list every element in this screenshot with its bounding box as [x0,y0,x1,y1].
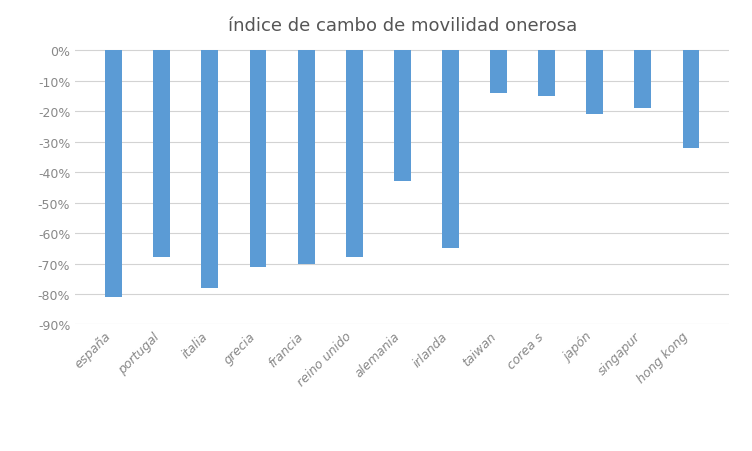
Bar [587,51,603,115]
Bar [298,51,314,264]
Bar [153,51,170,258]
Bar [635,51,651,109]
Bar [538,51,555,97]
Title: índice de cambo de movilidad onerosa: índice de cambo de movilidad onerosa [228,17,577,35]
Bar [202,51,218,288]
Bar [394,51,411,182]
Bar [683,51,699,148]
Bar [105,51,122,297]
Bar [442,51,459,249]
Bar [250,51,266,267]
Bar [346,51,362,258]
Bar [490,51,507,94]
